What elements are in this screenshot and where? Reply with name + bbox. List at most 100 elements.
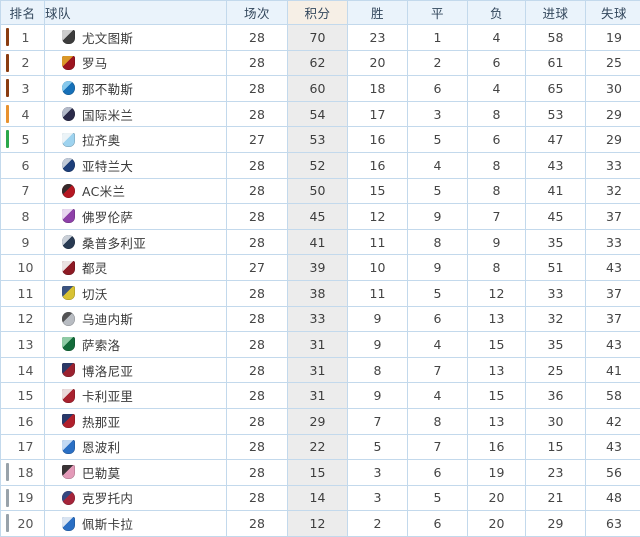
sassuolo-crest xyxy=(62,337,75,351)
cell-draw: 9 xyxy=(408,204,468,230)
table-row[interactable]: 9桑普多利亚2841118935332 xyxy=(1,229,640,255)
cell-team[interactable]: 乌迪内斯 xyxy=(45,306,227,332)
cell-goals-for: 47 xyxy=(526,127,586,153)
column-header-draw[interactable]: 平 xyxy=(408,1,468,25)
cell-loss: 4 xyxy=(468,25,526,51)
cell-team[interactable]: 热那亚 xyxy=(45,408,227,434)
cell-team[interactable]: 博洛尼亚 xyxy=(45,357,227,383)
column-header-points[interactable]: 积分 xyxy=(288,1,348,25)
cell-team[interactable]: 罗马 xyxy=(45,50,227,76)
cell-points: 12 xyxy=(288,511,348,537)
cell-team[interactable]: 亚特兰大 xyxy=(45,152,227,178)
rank-status-bar xyxy=(6,284,9,302)
cell-win: 8 xyxy=(348,357,408,383)
cell-draw: 4 xyxy=(408,152,468,178)
cell-win: 7 xyxy=(348,408,408,434)
napoli-crest xyxy=(62,81,75,95)
cell-played: 28 xyxy=(227,511,288,537)
cell-played: 28 xyxy=(227,101,288,127)
cell-win: 16 xyxy=(348,152,408,178)
cell-played: 28 xyxy=(227,178,288,204)
cell-win: 5 xyxy=(348,434,408,460)
roma-crest xyxy=(62,56,75,70)
table-header-row: 排名 球队 场次 积分 胜 平 负 进球 失球 净胜球 xyxy=(1,1,640,25)
team-name: 萨索洛 xyxy=(82,335,120,354)
cell-team[interactable]: AC米兰 xyxy=(45,178,227,204)
column-header-loss[interactable]: 负 xyxy=(468,1,526,25)
cell-team[interactable]: 拉齐奥 xyxy=(45,127,227,153)
column-header-win[interactable]: 胜 xyxy=(348,1,408,25)
cell-team[interactable]: 尤文图斯 xyxy=(45,25,227,51)
column-header-team[interactable]: 球队 xyxy=(45,1,227,25)
cell-team[interactable]: 卡利亚里 xyxy=(45,383,227,409)
inter-milan-crest xyxy=(62,107,75,121)
cell-team[interactable]: 佩斯卡拉 xyxy=(45,511,227,537)
rank-status-bar xyxy=(6,386,9,404)
cell-draw: 5 xyxy=(408,280,468,306)
cell-draw: 8 xyxy=(408,408,468,434)
cell-goals-against: 29 xyxy=(586,101,640,127)
cell-rank: 14 xyxy=(1,357,45,383)
rank-status-bar xyxy=(6,361,9,379)
cell-draw: 6 xyxy=(408,306,468,332)
column-header-rank[interactable]: 排名 xyxy=(1,1,45,25)
cell-team[interactable]: 国际米兰 xyxy=(45,101,227,127)
table-row[interactable]: 10都灵2739109851438 xyxy=(1,255,640,281)
cell-team[interactable]: 切沃 xyxy=(45,280,227,306)
cell-team[interactable]: 都灵 xyxy=(45,255,227,281)
column-header-goals-for[interactable]: 进球 xyxy=(526,1,586,25)
cell-rank: 18 xyxy=(1,460,45,486)
cell-goals-for: 15 xyxy=(526,434,586,460)
table-row[interactable]: 5拉齐奥27531656472918 xyxy=(1,127,640,153)
cell-goals-against: 33 xyxy=(586,152,640,178)
sampdoria-crest xyxy=(62,235,75,249)
table-row[interactable]: 4国际米兰28541738532924 xyxy=(1,101,640,127)
cell-goals-against: 29 xyxy=(586,127,640,153)
column-header-goals-against[interactable]: 失球 xyxy=(586,1,640,25)
cell-team[interactable]: 那不勒斯 xyxy=(45,76,227,102)
ac-milan-crest xyxy=(62,184,75,198)
table-row[interactable]: 7AC米兰2850155841329 xyxy=(1,178,640,204)
table-row[interactable]: 1尤文图斯28702314581939 xyxy=(1,25,640,51)
table-row[interactable]: 3那不勒斯28601864653035 xyxy=(1,76,640,102)
cell-team[interactable]: 恩波利 xyxy=(45,434,227,460)
cell-rank: 7 xyxy=(1,178,45,204)
cell-team[interactable]: 克罗托内 xyxy=(45,485,227,511)
table-row[interactable]: 2罗马28622026612536 xyxy=(1,50,640,76)
cell-played: 28 xyxy=(227,50,288,76)
cell-points: 45 xyxy=(288,204,348,230)
cell-goals-against: 33 xyxy=(586,229,640,255)
bologna-crest xyxy=(62,363,75,377)
table-row[interactable]: 6亚特兰大28521648433310 xyxy=(1,152,640,178)
cell-goals-for: 33 xyxy=(526,280,586,306)
cell-rank: 1 xyxy=(1,25,45,51)
rank-status-bar xyxy=(6,207,9,225)
column-header-played[interactable]: 场次 xyxy=(227,1,288,25)
cell-team[interactable]: 萨索洛 xyxy=(45,332,227,358)
cell-team[interactable]: 巴勒莫 xyxy=(45,460,227,486)
cell-loss: 19 xyxy=(468,460,526,486)
cell-played: 28 xyxy=(227,383,288,409)
rank-status-bar xyxy=(6,310,9,328)
cell-team[interactable]: 桑普多利亚 xyxy=(45,229,227,255)
cell-team[interactable]: 佛罗伦萨 xyxy=(45,204,227,230)
cell-goals-against: 56 xyxy=(586,460,640,486)
team-name: 亚特兰大 xyxy=(82,156,133,175)
cell-loss: 4 xyxy=(468,76,526,102)
cell-played: 28 xyxy=(227,306,288,332)
table-row[interactable]: 8佛罗伦萨2845129745378 xyxy=(1,204,640,230)
cell-goals-against: 42 xyxy=(586,408,640,434)
cell-points: 62 xyxy=(288,50,348,76)
cell-draw: 5 xyxy=(408,485,468,511)
cell-win: 9 xyxy=(348,306,408,332)
